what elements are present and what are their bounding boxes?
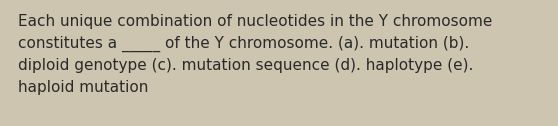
Text: diploid genotype (c). mutation sequence (d). haplotype (e).: diploid genotype (c). mutation sequence …	[18, 58, 473, 73]
Text: haploid mutation: haploid mutation	[18, 80, 148, 95]
Text: Each unique combination of nucleotides in the Y chromosome: Each unique combination of nucleotides i…	[18, 14, 492, 29]
Text: constitutes a _____ of the Y chromosome. (a). mutation (b).: constitutes a _____ of the Y chromosome.…	[18, 36, 469, 52]
